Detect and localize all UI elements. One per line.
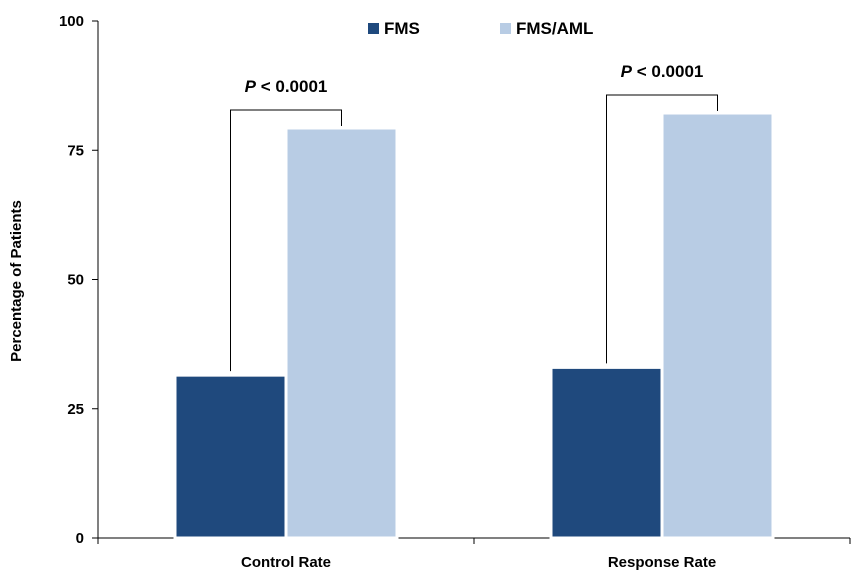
y-tick-label: 75	[67, 142, 84, 159]
p-value-label: P < 0.0001	[245, 77, 328, 96]
x-category-label: Control Rate	[241, 554, 331, 571]
y-tick-label: 0	[76, 530, 84, 547]
bar-fms-aml	[284, 126, 399, 540]
bar-fms	[173, 373, 288, 540]
bars	[173, 111, 775, 540]
p-value-label: P < 0.0001	[621, 62, 704, 81]
bar-fms-aml	[660, 111, 775, 540]
legend-label: FMS	[384, 19, 420, 38]
legend-swatch	[368, 23, 379, 34]
significance-annotations: P < 0.0001 P < 0.0001	[230, 62, 718, 372]
significance-bracket	[606, 94, 718, 364]
axes: 0 25 50 75 100 Control Rate Response Rate	[59, 13, 851, 571]
legend-swatch	[500, 23, 511, 34]
y-axis-title: Percentage of Patients	[8, 200, 25, 362]
legend-label: FMS/AML	[516, 19, 593, 38]
y-tick-label: 50	[67, 272, 84, 289]
x-category-label: Response Rate	[608, 554, 716, 571]
legend: FMS FMS/AML	[368, 19, 593, 38]
y-tick-label: 100	[59, 13, 84, 30]
bar-fms	[549, 365, 664, 540]
y-tick-label: 25	[67, 401, 84, 418]
significance-bracket	[230, 109, 342, 372]
